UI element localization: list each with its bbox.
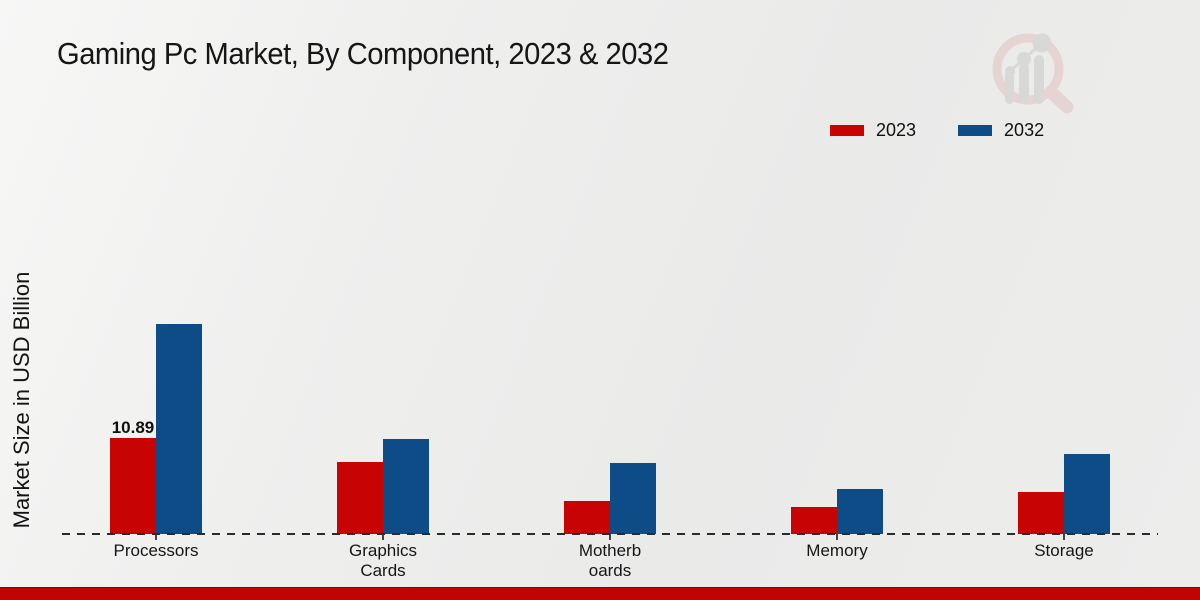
x-tick-label-motherboards: Motherb oards xyxy=(578,541,642,580)
y-axis-label: Market Size in USD Billion xyxy=(9,271,34,529)
x-axis-tick-memory xyxy=(836,534,838,540)
x-tick-label-storage: Storage xyxy=(1034,541,1094,560)
x-axis-tick-motherboards xyxy=(609,534,611,540)
legend-swatch-2023 xyxy=(830,125,864,136)
x-axis-tick-graphics-cards xyxy=(382,534,384,540)
x-tick-label-memory: Memory xyxy=(806,541,868,560)
legend-item-2032: 2032 xyxy=(958,120,1044,141)
legend-label-2032: 2032 xyxy=(1004,120,1045,140)
bar-2023-motherboards xyxy=(564,501,610,534)
bar-2023-graphics-cards xyxy=(337,462,383,534)
magnifier-bar-chart-logo-icon xyxy=(992,33,1074,114)
bar-2032-processors xyxy=(156,324,202,534)
legend: 2023 2032 xyxy=(830,120,1044,141)
x-axis-tick-storage xyxy=(1063,534,1065,540)
x-axis-tick-processors xyxy=(155,534,157,540)
bar-2032-memory xyxy=(837,489,883,534)
bar-2032-storage xyxy=(1064,454,1110,534)
legend-swatch-2032 xyxy=(958,125,993,136)
bar-2032-graphics-cards xyxy=(383,439,429,534)
bar-2023-storage xyxy=(1018,492,1064,534)
x-tick-label-graphics-cards: Graphics Cards xyxy=(348,541,418,580)
bar-2032-motherboards xyxy=(610,463,656,534)
legend-item-2023: 2023 xyxy=(830,120,916,141)
x-axis-dashed-line xyxy=(62,533,1158,535)
legend-label-2023: 2023 xyxy=(876,120,917,140)
x-tick-label-processors: Processors xyxy=(113,541,199,560)
chart-title: Gaming Pc Market, By Component, 2023 & 2… xyxy=(57,36,669,71)
bar-2023-processors xyxy=(110,438,156,534)
bar-value-label: 10.89 xyxy=(111,418,155,437)
bar-2023-memory xyxy=(791,507,837,534)
footer-accent-strip xyxy=(0,587,1200,600)
